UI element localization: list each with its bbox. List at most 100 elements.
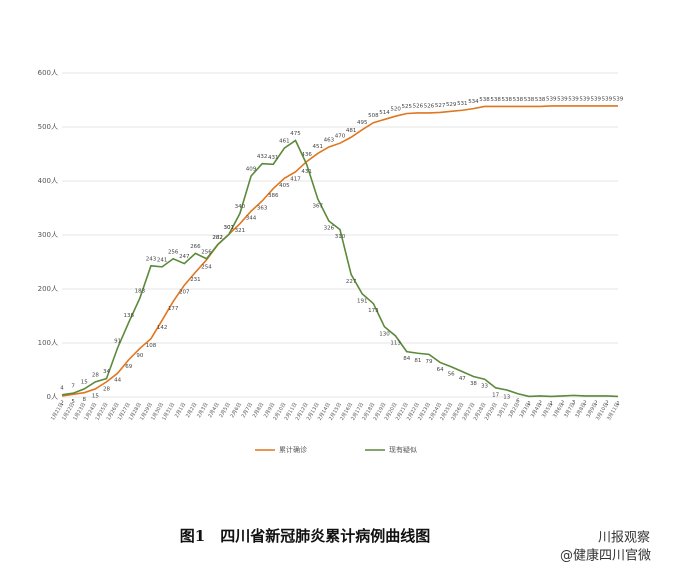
data-label: 475 xyxy=(290,131,301,137)
data-label: 539 xyxy=(613,96,624,102)
data-label: 91 xyxy=(114,338,121,344)
data-label: 531 xyxy=(457,101,468,107)
data-label: 301 xyxy=(224,225,235,231)
data-label: 34 xyxy=(103,369,110,375)
data-label: 282 xyxy=(212,235,223,241)
data-label: 526 xyxy=(413,103,424,109)
data-label: 44 xyxy=(114,378,121,384)
data-label: 539 xyxy=(579,96,590,102)
data-label: 538 xyxy=(502,97,513,103)
data-label: 520 xyxy=(390,107,401,113)
data-label: 514 xyxy=(379,110,390,116)
watermark: 川报观察 xyxy=(598,531,650,546)
watermark: @健康四川官微 xyxy=(560,548,651,564)
data-label: 15 xyxy=(81,379,88,385)
data-label: 1 xyxy=(527,401,531,407)
data-label: 1 xyxy=(616,401,620,407)
data-label: 526 xyxy=(424,103,435,109)
data-label: 17 xyxy=(492,392,499,398)
data-label: 310 xyxy=(335,234,346,240)
data-label: 173 xyxy=(368,308,379,314)
data-label: 386 xyxy=(268,193,279,199)
data-label: 2 xyxy=(594,400,598,406)
data-label: 538 xyxy=(479,97,490,103)
data-label: 108 xyxy=(146,343,157,349)
data-label: 207 xyxy=(179,290,190,296)
data-label: 534 xyxy=(468,99,479,105)
data-label: 256 xyxy=(168,249,179,255)
data-label: 231 xyxy=(190,277,201,283)
data-label: 326 xyxy=(324,225,335,231)
y-tick-label: 400人 xyxy=(38,177,58,185)
data-label: 241 xyxy=(157,257,168,263)
caption: 图1 四川省新冠肺炎累计病例曲线图 xyxy=(180,527,430,545)
data-label: 301 xyxy=(224,225,235,231)
data-label: 247 xyxy=(179,254,190,260)
y-tick-label: 600人 xyxy=(38,69,58,77)
data-label: 539 xyxy=(602,96,613,102)
data-label: 539 xyxy=(546,96,557,102)
data-label: 90 xyxy=(136,353,143,359)
data-label: 363 xyxy=(257,205,268,211)
data-label: 431 xyxy=(268,155,279,161)
data-label: 2 xyxy=(60,400,64,406)
line xyxy=(61,105,618,397)
data-label: 84 xyxy=(403,356,410,362)
data-label: 254 xyxy=(201,264,212,270)
data-label: 69 xyxy=(125,364,132,370)
data-label: 432 xyxy=(257,154,268,160)
data-label: 142 xyxy=(157,325,168,331)
data-label: 282 xyxy=(212,235,223,241)
data-label: 431 xyxy=(301,169,312,175)
y-tick-label: 300人 xyxy=(38,231,58,239)
data-label: 481 xyxy=(346,128,357,134)
data-label: 47 xyxy=(459,376,466,382)
data-label: 508 xyxy=(368,113,379,119)
data-label: 495 xyxy=(357,120,368,126)
y-tick-label: 200人 xyxy=(38,285,58,293)
data-label: 113 xyxy=(390,340,401,346)
data-label: 527 xyxy=(435,103,446,109)
data-label: 33 xyxy=(481,384,488,390)
data-label: 470 xyxy=(335,134,346,140)
legend-label: 累计确诊 xyxy=(279,445,307,454)
data-label: 8 xyxy=(82,397,86,403)
data-label: 538 xyxy=(535,97,546,103)
data-label: 529 xyxy=(446,102,457,108)
data-label: 7 xyxy=(71,384,75,390)
data-label: 2 xyxy=(583,400,587,406)
data-label: 138 xyxy=(123,313,134,319)
data-label: 525 xyxy=(401,104,412,110)
data-label: 64 xyxy=(437,367,444,373)
data-label: 340 xyxy=(235,204,246,210)
data-label: 538 xyxy=(524,97,535,103)
data-label: 5 xyxy=(71,399,75,405)
data-label: 409 xyxy=(246,167,257,173)
data-label: 266 xyxy=(190,244,201,250)
data-label: 538 xyxy=(513,97,524,103)
data-label: 227 xyxy=(346,279,357,285)
data-label: 321 xyxy=(235,228,246,234)
data-label: 463 xyxy=(324,137,335,143)
data-label: 256 xyxy=(201,249,212,255)
data-label: 367 xyxy=(313,203,324,209)
line xyxy=(61,139,619,398)
data-label: 79 xyxy=(425,359,432,365)
data-label: 2 xyxy=(605,400,609,406)
data-label: 417 xyxy=(290,176,301,182)
data-label: 130 xyxy=(379,331,390,337)
data-label: 28 xyxy=(92,372,99,378)
data-label: 539 xyxy=(568,96,579,102)
data-label: 2 xyxy=(561,400,565,406)
data-label: 3 xyxy=(572,400,576,406)
data-label: 539 xyxy=(557,96,568,102)
data-label: 344 xyxy=(246,216,257,222)
data-label: 6 xyxy=(516,398,520,404)
data-label: 4 xyxy=(60,385,64,391)
data-label: 183 xyxy=(135,289,146,295)
data-label: 13 xyxy=(503,394,510,400)
data-label: 56 xyxy=(448,371,455,377)
data-label: 177 xyxy=(168,306,179,312)
data-label: 539 xyxy=(591,96,602,102)
